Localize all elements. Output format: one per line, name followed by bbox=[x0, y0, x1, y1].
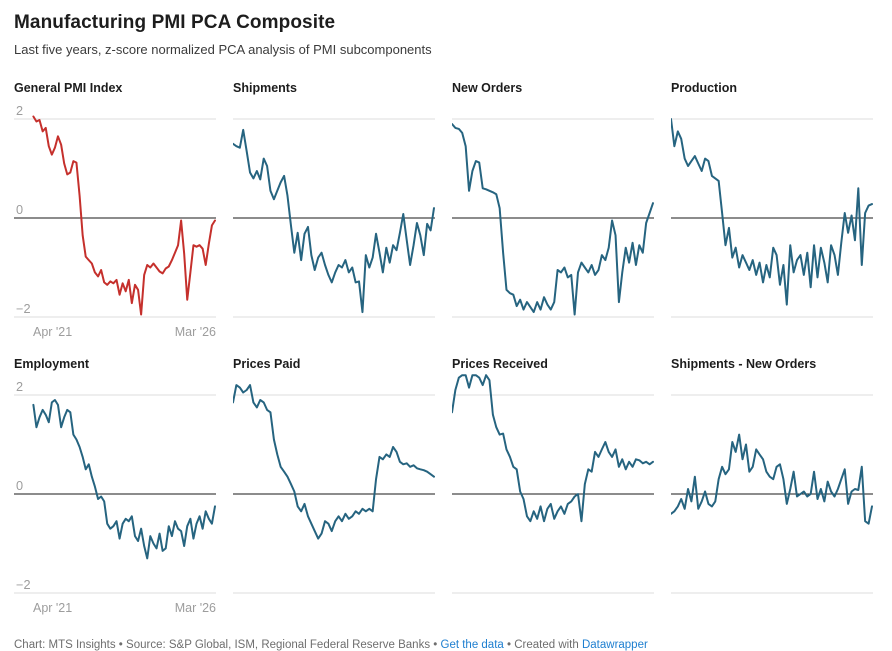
x-axis-labels: Apr '21 Mar '26 bbox=[14, 325, 216, 342]
chart-prices-received: Prices Received bbox=[452, 357, 654, 598]
y-axis-tick-label: 2 bbox=[16, 380, 23, 394]
line-chart-shipments-minus-new-orders bbox=[671, 374, 873, 598]
chart-title: Shipments bbox=[233, 81, 297, 95]
y-axis-tick-label: −2 bbox=[16, 578, 31, 592]
page-title: Manufacturing PMI PCA Composite bbox=[14, 12, 336, 33]
small-multiples-grid: General PMI Index 2 0 −2 Apr '21 Mar '26 S… bbox=[14, 81, 873, 618]
line-chart-new-orders bbox=[452, 98, 654, 322]
y-axis-tick-label: 2 bbox=[16, 104, 23, 118]
y-axis-tick-label: 0 bbox=[16, 479, 23, 493]
y-axis-tick-label: −2 bbox=[16, 302, 31, 316]
x-axis-end-label: Mar '26 bbox=[174, 601, 216, 615]
x-axis-start-label: Apr '21 bbox=[33, 601, 73, 615]
line-chart-general-pmi-index: 2 0 −2 bbox=[14, 104, 216, 322]
x-axis-labels: Apr '21 Mar '26 bbox=[14, 601, 216, 618]
y-axis-tick-label: 0 bbox=[16, 203, 23, 217]
x-axis-start-label: Apr '21 bbox=[33, 325, 73, 339]
chart-title: Employment bbox=[14, 357, 90, 371]
chart-general-pmi-index: General PMI Index 2 0 −2 Apr '21 Mar '26 bbox=[14, 81, 216, 342]
chart-title: Shipments - New Orders bbox=[671, 357, 817, 371]
chart-title: Prices Received bbox=[452, 357, 548, 371]
chart-shipments-minus-new-orders: Shipments - New Orders bbox=[671, 357, 873, 598]
x-axis-end-label: Mar '26 bbox=[174, 325, 216, 339]
chart-prices-paid: Prices Paid bbox=[233, 357, 435, 598]
line-chart-employment: 2 0 −2 bbox=[14, 380, 216, 598]
chart-title: New Orders bbox=[452, 81, 523, 95]
chart-title: Production bbox=[671, 81, 737, 95]
chart-title: General PMI Index bbox=[14, 81, 123, 95]
line-chart-shipments bbox=[233, 98, 435, 322]
page-subtitle: Last five years, z-score normalized PCA … bbox=[14, 42, 432, 57]
line-chart-prices-paid bbox=[233, 374, 435, 598]
chart-employment: Employment 2 0 −2 Apr '21 Mar '26 bbox=[14, 357, 216, 618]
chart-title: Prices Paid bbox=[233, 357, 301, 371]
line-chart-production bbox=[671, 98, 873, 322]
line-chart-prices-received bbox=[452, 374, 654, 598]
chart-new-orders: New Orders bbox=[452, 81, 654, 322]
chart-production: Production bbox=[671, 81, 873, 322]
chart-shipments: Shipments bbox=[233, 81, 435, 322]
